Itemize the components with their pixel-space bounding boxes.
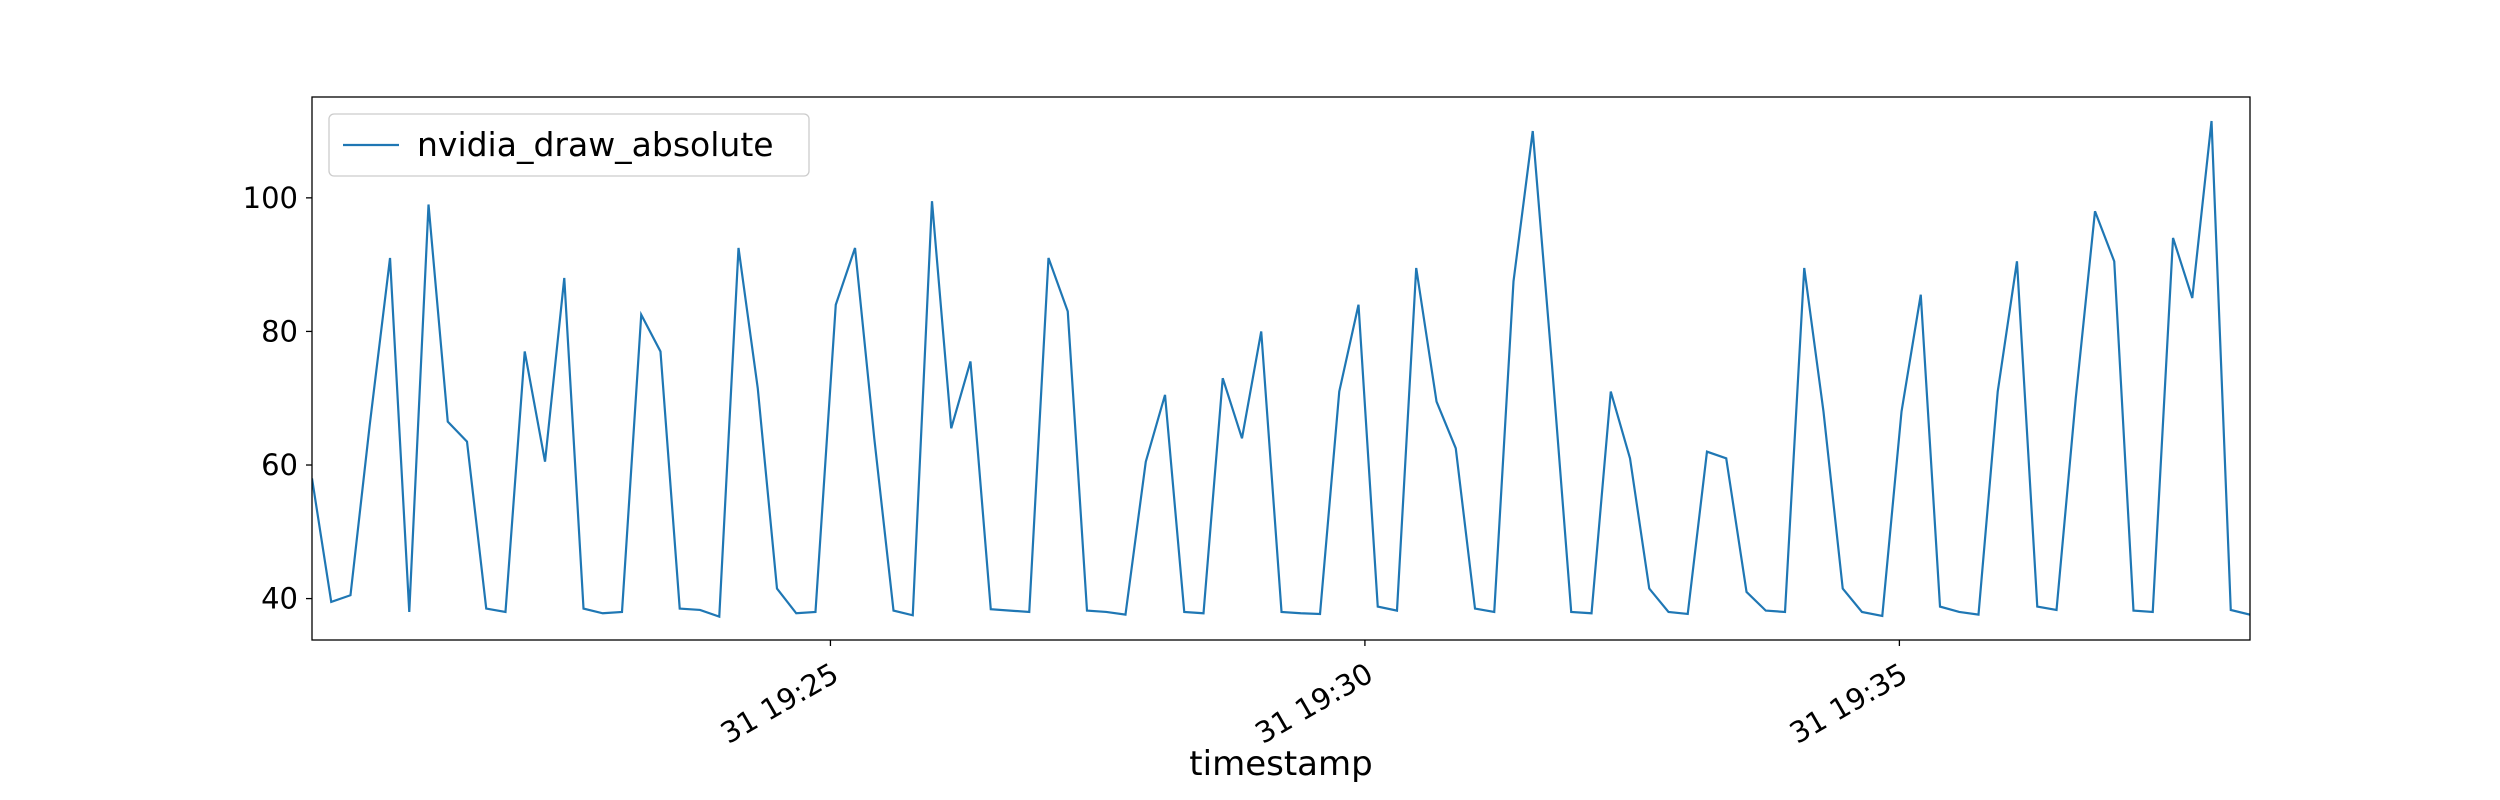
legend-box	[328, 113, 810, 177]
y-tick-label: 40	[261, 582, 298, 616]
x-axis-label: timestamp	[1189, 744, 1372, 784]
plot-frame	[311, 96, 2251, 641]
y-tick-label: 100	[243, 181, 298, 215]
legend-label: nvidia_draw_absolute	[417, 125, 774, 164]
data-line	[312, 120, 2250, 619]
y-tick-label: 80	[261, 314, 298, 348]
y-tick-label: 60	[261, 448, 298, 482]
